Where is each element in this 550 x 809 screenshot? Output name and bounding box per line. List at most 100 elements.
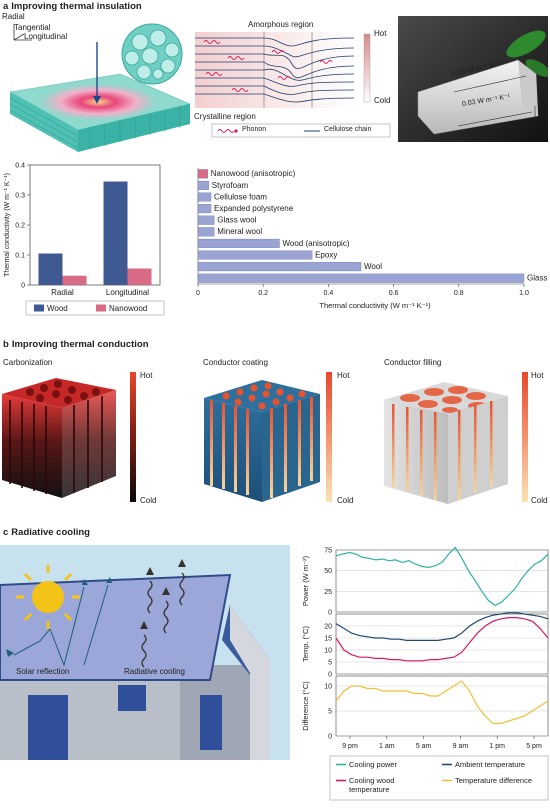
amorphous-label: Amorphous region — [248, 20, 314, 29]
conductivity-bar-chart: 0 0.1 0.2 0.3 0.4 Thermal conductivity (W m⁻¹… — [4, 163, 165, 316]
radiative-cooling-chart: 0 25 50 75 Power (W m⁻²) 0 5 10 15 20 Temp. (°C) 0 5… — [301, 546, 549, 801]
filling-cold: Cold — [531, 496, 548, 505]
coating-scale — [326, 372, 332, 502]
legend-label: Temperature difference — [455, 776, 532, 785]
material-bar — [197, 204, 212, 214]
series-line — [335, 680, 549, 725]
y-tick-label: 15 — [324, 636, 332, 643]
x-tick-label: 5 am — [416, 743, 432, 750]
crystalline-label: Crystalline region — [194, 112, 256, 121]
material-label: Nanowood (anisotropic) — [211, 169, 296, 178]
wood-block-illustration — [9, 23, 191, 152]
tangential-axis — [13, 33, 25, 41]
coating-block — [204, 380, 320, 502]
material-label: Wood (anisotropic) — [283, 239, 350, 248]
legend-label: Ambient temperature — [455, 760, 525, 769]
material-label: Epoxy — [315, 250, 337, 259]
scale-hot-label: Hot — [374, 29, 387, 38]
house-illustration — [0, 545, 290, 760]
bar-wood — [38, 253, 63, 285]
y-tick-label: 10 — [324, 648, 332, 655]
x-tick-label: 0.4 — [324, 290, 334, 297]
panel-a-title: a Improving thermal insulation — [3, 1, 142, 12]
x-tick-label: 1.0 — [519, 290, 529, 297]
radiative-cooling-label: Radiative cooling — [124, 667, 185, 676]
panel-b-title: b Improving thermal conduction — [3, 339, 149, 350]
material-bar — [197, 192, 212, 202]
material-label: Mineral wool — [217, 227, 262, 236]
material-label: Glass — [527, 274, 547, 283]
y-tick-label: 10 — [324, 684, 332, 691]
legend-label: Cooling power — [349, 760, 397, 769]
series-line — [335, 616, 549, 662]
carbonization-hot: Hot — [140, 371, 153, 380]
x-tick-label: 1 pm — [489, 743, 505, 750]
legend-box — [25, 300, 165, 316]
solar-reflection-label: Solar reflection — [16, 667, 70, 676]
materials-bar-chart: Nanowood (anisotropic) Styrofoam Cellulose… — [196, 168, 547, 310]
y-tick-label: 5 — [328, 660, 332, 667]
cellulose-schematic — [195, 32, 391, 138]
line-panel-frame — [335, 613, 549, 675]
schematic-legend — [211, 123, 391, 138]
y-axis-label: Temp. (°C) — [301, 626, 310, 662]
nanowood-photo — [398, 16, 548, 142]
legend-phonon-label: Phonon — [242, 126, 267, 133]
legend-label: Wood — [47, 304, 68, 313]
y-tick-label: 75 — [324, 548, 332, 555]
material-bar — [197, 273, 525, 283]
longitudinal-label: Longitudinal — [24, 32, 68, 41]
scale-cold-label: Cold — [374, 96, 391, 105]
y-tick-label: 0 — [328, 734, 332, 741]
material-bar — [197, 250, 313, 260]
tangential-label: Tangential — [14, 23, 51, 32]
material-label: Styrofoam — [212, 181, 249, 190]
y-tick-label: 0.1 — [15, 253, 25, 260]
x-tick-label: 5 pm — [526, 743, 542, 750]
x-tick-label: 0 — [196, 290, 200, 297]
filling-block — [384, 382, 508, 504]
y-tick-label: 0.3 — [15, 193, 25, 200]
y-axis-label: Thermal conductivity (W m⁻¹ K⁻¹) — [4, 173, 11, 277]
material-bar — [197, 238, 280, 248]
y-tick-label: 20 — [324, 624, 332, 631]
legend-swatch — [34, 304, 44, 312]
material-bar — [197, 227, 215, 237]
line-panel-frame — [335, 549, 549, 613]
coating-hot: Hot — [337, 371, 350, 380]
x-tick-label: 0.2 — [258, 290, 268, 297]
coating-label: Conductor coating — [203, 358, 268, 367]
y-axis-label: Difference (°C) — [301, 681, 310, 731]
y-tick-label: 0.2 — [15, 223, 25, 230]
filling-scale — [522, 372, 528, 502]
material-label: Cellulose foam — [214, 192, 267, 201]
material-label: Wool — [364, 262, 382, 271]
y-tick-label: 0 — [328, 610, 332, 617]
x-tick-label: 0.8 — [454, 290, 464, 297]
legend-chain-label: Cellulose chain — [324, 126, 372, 133]
y-tick-label: 5 — [328, 709, 332, 716]
legend-swatch — [96, 304, 106, 312]
x-tick-label: Longitudinal — [106, 288, 149, 297]
y-tick-label: 0.4 — [15, 163, 25, 170]
y-tick-label: 50 — [324, 568, 332, 575]
lines-legend-box — [329, 755, 549, 801]
series-line — [335, 546, 549, 607]
carbonization-scale — [130, 372, 136, 502]
bar-nanowood — [127, 268, 152, 285]
carbonization-cold: Cold — [140, 496, 157, 505]
panel-c-title: c Radiative cooling — [3, 527, 90, 538]
carbonization-label: Carbonization — [3, 358, 53, 367]
material-bar — [197, 169, 208, 179]
y-tick-label: 25 — [324, 589, 332, 596]
x-tick-label: 1 am — [379, 743, 395, 750]
material-label: Glass wool — [217, 216, 256, 225]
material-bar — [197, 262, 362, 272]
x-tick-label: 9 am — [453, 743, 469, 750]
material-bar — [197, 180, 209, 190]
x-tick-label: 9 pm — [342, 743, 358, 750]
y-tick-label: 0 — [328, 672, 332, 679]
series-line — [335, 612, 549, 642]
legend-label: Nanowood — [109, 304, 147, 313]
sun-icon — [16, 565, 80, 629]
